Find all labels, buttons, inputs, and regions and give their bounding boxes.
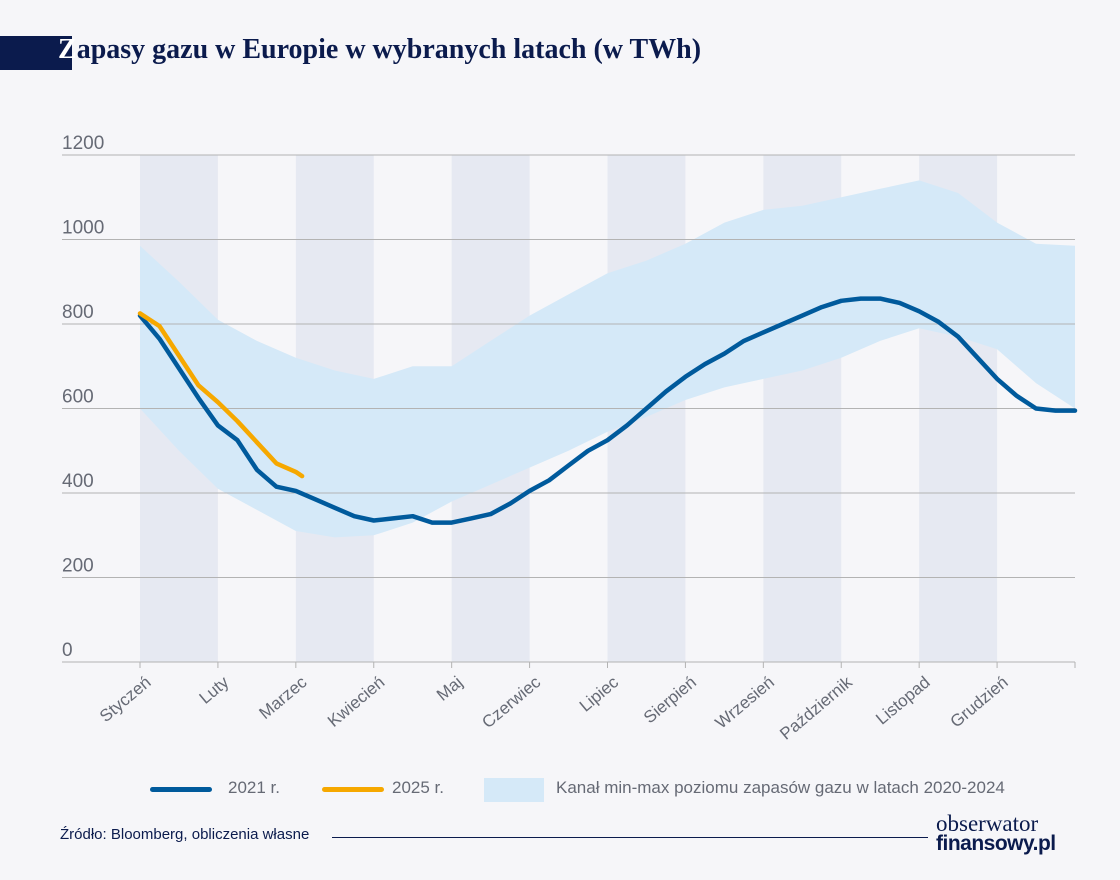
y-tick-label: 200	[62, 556, 94, 577]
y-tick-label: 600	[62, 387, 94, 408]
legend-item-band: Kanał min-max poziomu zapasów gazu w lat…	[484, 775, 1024, 803]
brand-logo: obserwator finansowy.pl	[936, 811, 1086, 855]
min-max-band	[140, 180, 1075, 538]
series-line-2025	[137, 311, 305, 479]
x-tick-label: Marzec	[255, 672, 310, 723]
legend-item-2025: 2025 r.	[322, 775, 462, 803]
series-line-2021	[137, 296, 1078, 525]
x-tick-label: Październik	[776, 672, 856, 743]
legend-label-2021: 2021 r.	[228, 778, 280, 797]
y-tick-label: 400	[62, 471, 94, 492]
legend-label-band: Kanał min-max poziomu zapasów gazu w lat…	[556, 778, 1005, 797]
logo-line-2: finansowy.pl	[936, 832, 1056, 855]
page-title: Zapasy gazu w Europie w wybranych latach…	[58, 34, 701, 66]
legend-label-2025: 2025 r.	[392, 778, 444, 797]
title-accent-bar	[0, 36, 72, 70]
x-tick-label: Kwiecień	[324, 673, 388, 731]
source-divider	[332, 837, 928, 838]
legend-swatch-2021	[150, 787, 212, 792]
x-tick-label: Luty	[196, 672, 233, 708]
legend-item-2021: 2021 r.	[150, 775, 290, 803]
x-tick-label: Sierpień	[640, 673, 700, 728]
x-tick-label: Listopad	[872, 673, 933, 729]
x-tick-label: Grudzień	[947, 673, 1012, 732]
x-tick-label: Maj	[433, 673, 466, 705]
title-first-letter: Z	[58, 34, 77, 65]
legend-swatch-2025	[322, 787, 384, 792]
y-tick-label: 1200	[62, 133, 104, 154]
x-tick-label: Styczeń	[96, 673, 155, 726]
x-tick-label: Czerwiec	[478, 672, 544, 732]
source-note: Źródło: Bloomberg, obliczenia własne	[60, 826, 310, 843]
title-text: apasy gazu w Europie w wybranych latach …	[76, 34, 702, 65]
x-tick-label: Wrzesień	[712, 673, 778, 733]
legend-swatch-band	[484, 778, 544, 802]
y-tick-label: 1000	[62, 218, 104, 239]
x-tick-label: Lipiec	[576, 672, 623, 715]
logo-line-1: obserwator	[936, 811, 1039, 836]
y-tick-label: 800	[62, 302, 94, 323]
y-tick-label: 0	[62, 640, 73, 661]
